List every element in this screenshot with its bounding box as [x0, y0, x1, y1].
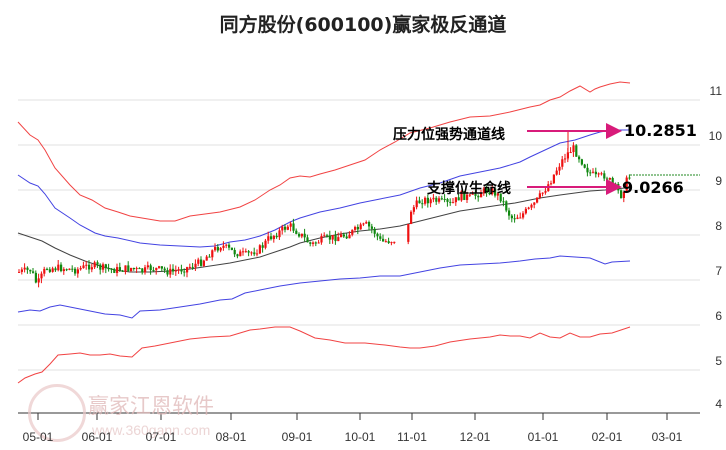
x-tick-label: 10-01	[344, 430, 376, 444]
price-candles	[18, 132, 631, 288]
y-tick-label: 9	[715, 174, 722, 188]
resistance-value: 10.2851	[624, 121, 697, 140]
support-label: 支撑位生命线	[427, 181, 511, 197]
y-tick-label: 10	[708, 129, 722, 143]
x-tick-label: 01-01	[527, 430, 559, 444]
watermark-text: 赢家江恩软件	[88, 394, 214, 418]
resistance-label: 压力位强势通道线	[393, 127, 505, 143]
x-tick-label: 06-01	[81, 430, 113, 444]
watermark-url: www.360gann.com	[92, 422, 211, 438]
watermark-logo	[28, 384, 86, 442]
x-tick-label: 07-01	[145, 430, 177, 444]
y-tick-label: 5	[715, 354, 722, 368]
y-tick-label: 6	[715, 309, 722, 323]
support-value: 9.0266	[622, 178, 684, 197]
x-tick-label: 08-01	[215, 430, 247, 444]
chart-title: 同方股份(600100)赢家极反通道	[219, 14, 507, 36]
y-tick-label: 11	[709, 84, 722, 98]
y-tick-label: 8	[715, 219, 722, 233]
x-tick-label: 05-01	[22, 430, 54, 444]
x-tick-label: 02-01	[591, 430, 623, 444]
y-tick-label: 7	[715, 264, 722, 278]
channel-lines	[17, 81, 631, 384]
gridlines	[18, 99, 700, 371]
x-tick-label: 09-01	[281, 430, 313, 444]
annotation-arrows	[527, 123, 700, 195]
x-tick-label: 12-01	[459, 430, 491, 444]
x-tick-label: 11-01	[397, 430, 427, 444]
y-tick-label: 4	[715, 397, 722, 411]
x-tick-label: 03-01	[651, 430, 683, 444]
